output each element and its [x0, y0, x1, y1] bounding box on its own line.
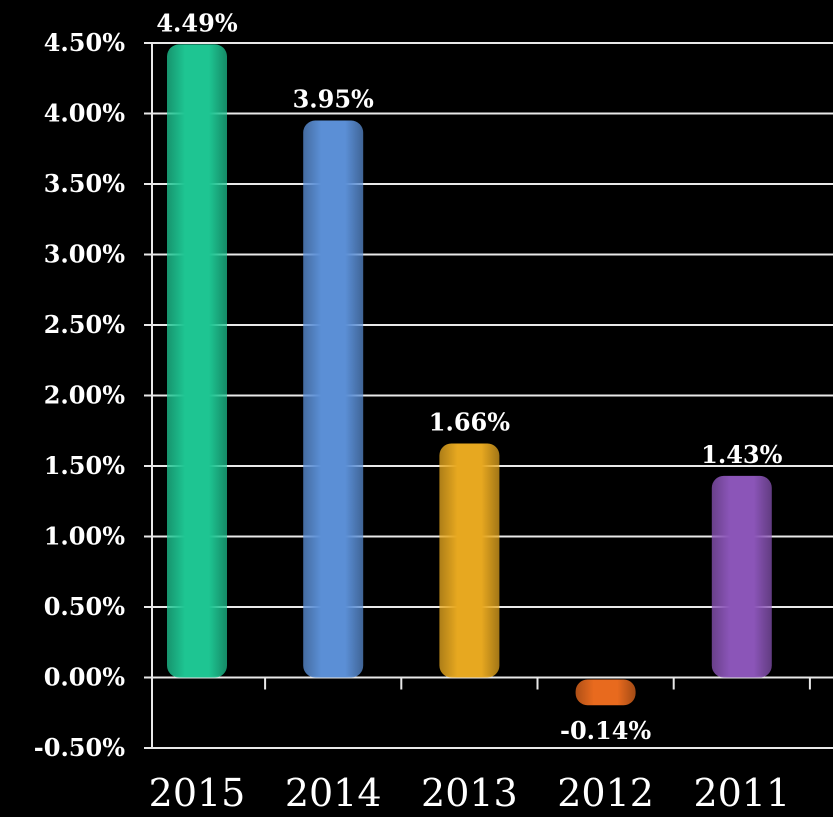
y-tick-label: 2.00% [44, 381, 125, 410]
axes: 4.50% 4.00% 3.50% 3.00% 2.50% 2.00% 1.50% 1.00%… [34, 28, 811, 762]
data-label: 4.49% [156, 8, 237, 37]
data-label: 3.95% [293, 85, 374, 114]
labels: 4.49% 2015 3.95% 2014 1.66% 2013 -0.14% 2012 1.4… [149, 8, 791, 815]
y-tick-label: 3.50% [44, 169, 125, 198]
y-tick-label: 1.50% [44, 451, 125, 480]
y-tick-label: 1.00% [44, 522, 125, 551]
x-category-label: 2012 [557, 771, 654, 815]
bar-2013 [439, 443, 500, 678]
y-tick-label: 4.00% [44, 99, 125, 128]
bar-2012 [575, 679, 636, 706]
bar-2011 [711, 475, 772, 678]
x-category-label: 2011 [693, 771, 790, 815]
x-category-label: 2015 [149, 771, 246, 815]
y-tick-label: 3.00% [44, 240, 125, 269]
data-label: 1.43% [701, 440, 782, 469]
y-tick-label: 0.50% [44, 592, 125, 621]
y-tick-label: 0.00% [44, 663, 125, 692]
data-label: 1.66% [429, 407, 510, 436]
x-category-label: 2013 [421, 771, 518, 815]
data-label: -0.14% [560, 716, 651, 745]
bars [167, 44, 772, 706]
bar-2015 [167, 44, 227, 678]
y-tick-label: 2.50% [44, 310, 125, 339]
x-category-label: 2014 [285, 771, 382, 815]
bar-2014 [303, 120, 364, 678]
y-tick-label: 4.50% [44, 28, 125, 57]
gridlines [152, 42, 833, 749]
y-tick-label: -0.50% [34, 733, 125, 762]
